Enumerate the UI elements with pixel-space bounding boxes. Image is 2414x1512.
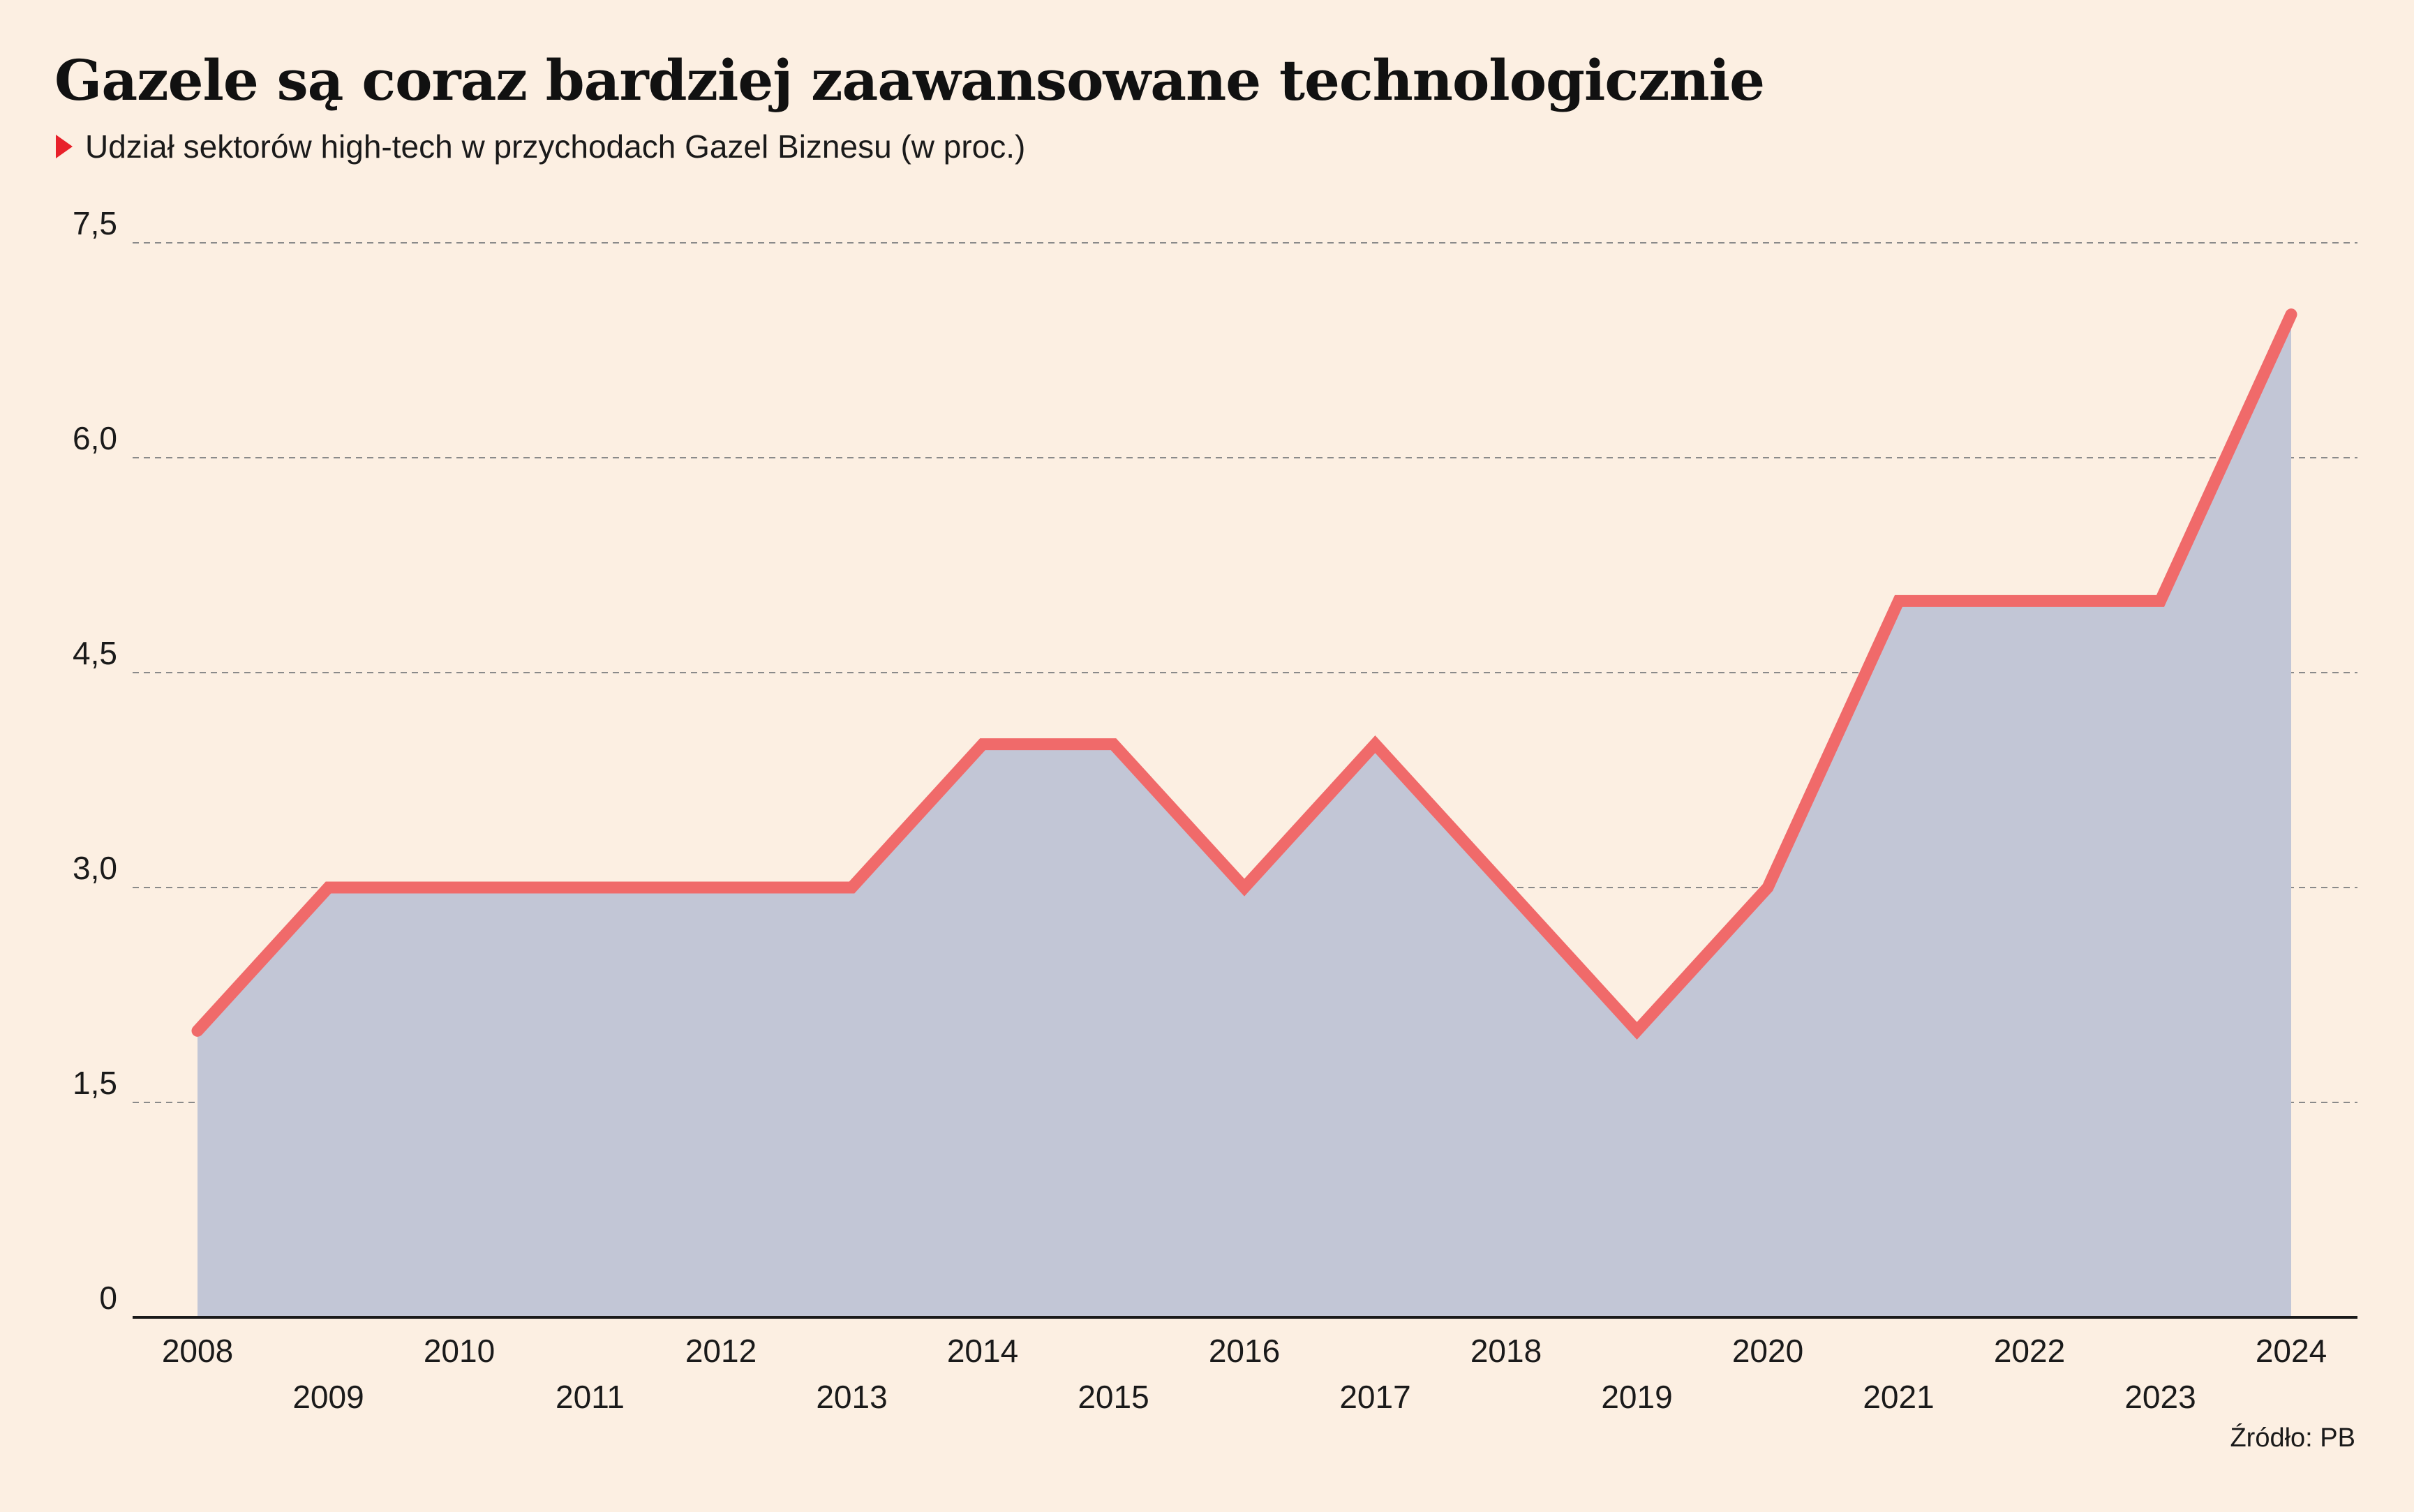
- y-tick-label: 6,0: [73, 420, 117, 456]
- source-note: Źródło: PB: [2230, 1423, 2355, 1453]
- x-tick-label: 2020: [1732, 1333, 1803, 1369]
- area-fill: [198, 314, 2291, 1318]
- x-tick-label: 2008: [162, 1333, 233, 1369]
- x-tick-label: 2019: [1601, 1379, 1672, 1415]
- x-tick-label: 2017: [1339, 1379, 1410, 1415]
- x-tick-label: 2024: [2256, 1333, 2327, 1369]
- x-tick-label: 2022: [1994, 1333, 2065, 1369]
- x-tick-label: 2010: [424, 1333, 495, 1369]
- x-axis-ticks: 2008 2009 2010 2011 2012 2013 2014 2015 2016 2017…: [162, 1333, 2327, 1415]
- x-tick-label: 2023: [2124, 1379, 2196, 1415]
- y-tick-label: 1,5: [73, 1065, 117, 1101]
- x-tick-label: 2021: [1863, 1379, 1934, 1415]
- y-tick-label: 7,5: [73, 205, 117, 241]
- subtitle-row: Udział sektorów high-tech w przychodach …: [56, 126, 1025, 167]
- triangle-marker-icon: [56, 135, 73, 158]
- y-tick-label: 3,0: [73, 850, 117, 886]
- y-tick-label: 0: [99, 1280, 117, 1316]
- x-tick-label: 2018: [1470, 1333, 1542, 1369]
- x-tick-label: 2014: [947, 1333, 1018, 1369]
- x-tick-label: 2009: [292, 1379, 364, 1415]
- x-tick-label: 2011: [556, 1379, 625, 1415]
- series-line: [191, 308, 2297, 1040]
- x-tick-label: 2012: [685, 1333, 757, 1369]
- x-tick-label: 2013: [816, 1379, 887, 1415]
- y-axis-ticks: 0 1,5 3,0 4,5 6,0 7,5: [73, 205, 117, 1316]
- area-fill-layer: [198, 314, 2291, 1318]
- y-tick-label: 4,5: [73, 635, 117, 671]
- x-tick-label: 2016: [1209, 1333, 1280, 1369]
- x-tick-label: 2015: [1078, 1379, 1149, 1415]
- chart-subtitle: Udział sektorów high-tech w przychodach …: [85, 128, 1026, 165]
- series-line-layer: [191, 308, 2297, 1040]
- chart-title: Gazele są coraz bardziej zaawansowane te…: [54, 47, 1765, 113]
